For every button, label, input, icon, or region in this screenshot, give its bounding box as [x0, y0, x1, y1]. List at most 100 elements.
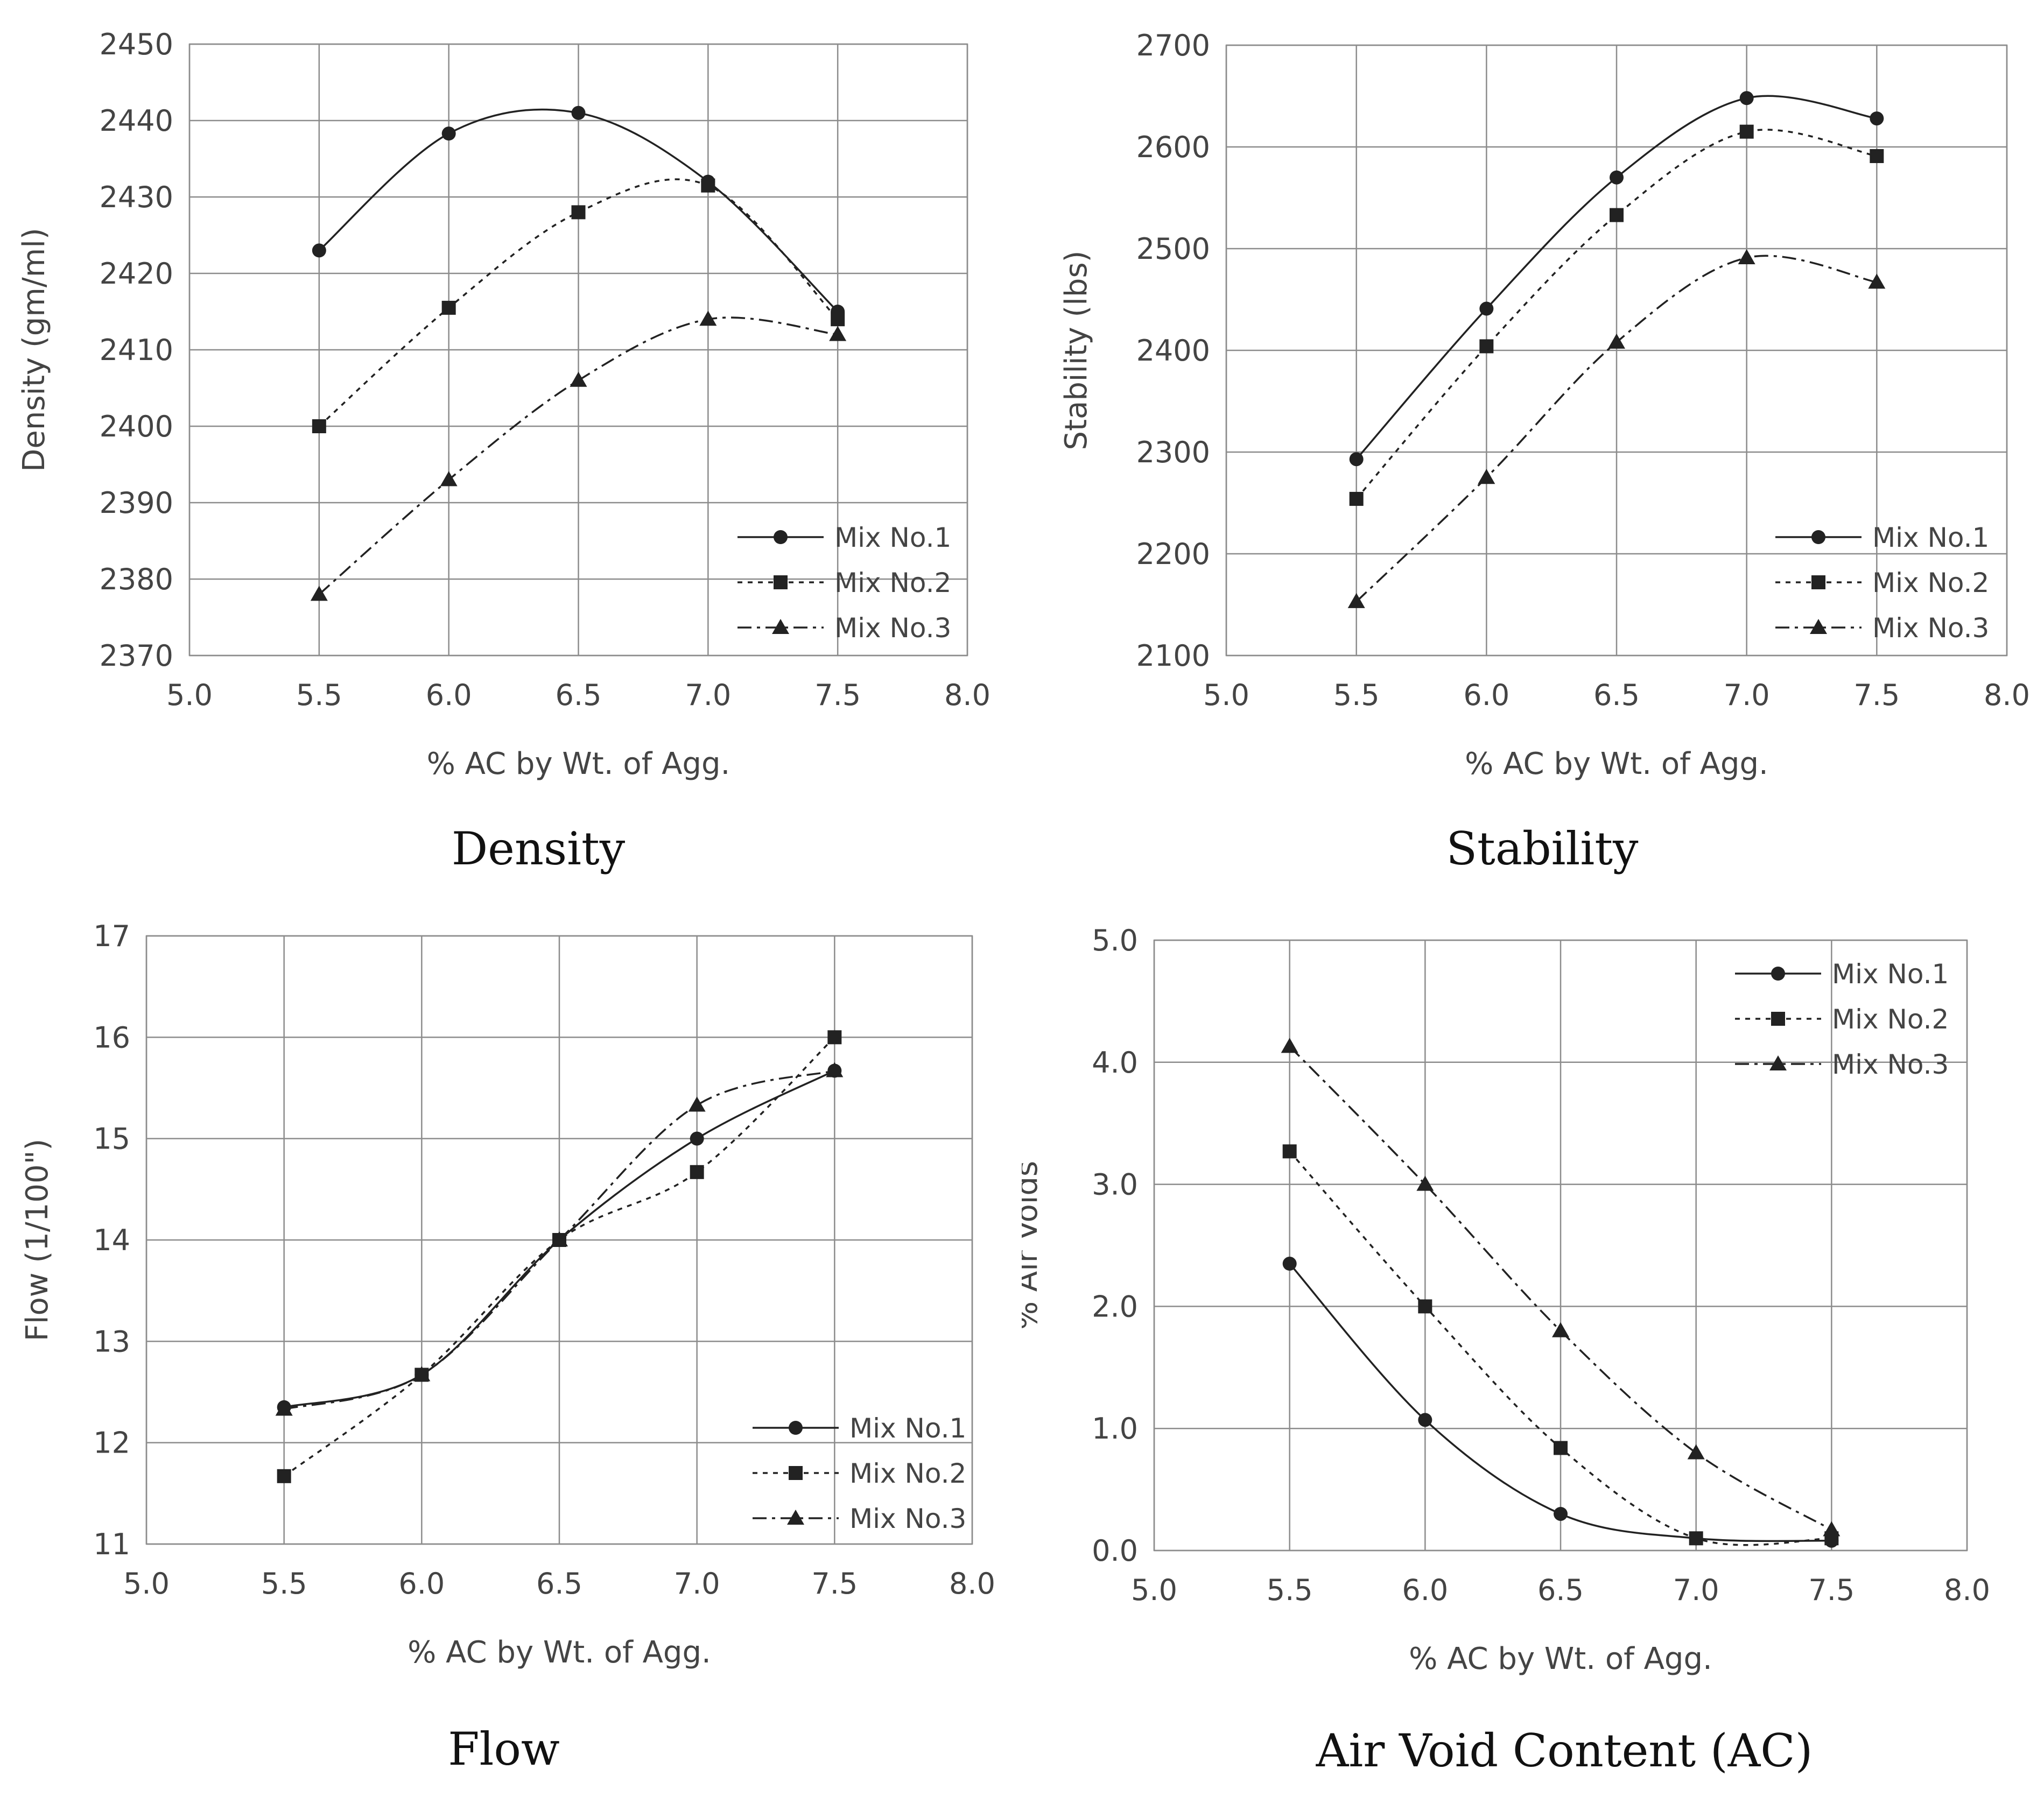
series-mix-no-2: [1349, 124, 1884, 506]
x-tick-label: 5.5: [296, 678, 342, 712]
data-point: [1554, 1506, 1568, 1521]
y-tick-label: 12: [93, 1426, 130, 1460]
y-axis-label: Flow (1/100"): [20, 1139, 55, 1341]
data-point: [1823, 1521, 1841, 1537]
legend-label: Mix No.2: [1832, 1004, 1949, 1035]
legend: Mix No.1 Mix No.2 Mix No.3: [1775, 522, 1989, 644]
legend-marker: [772, 619, 789, 634]
data-point: [1418, 1413, 1432, 1427]
legend-label: Mix No.1: [834, 522, 951, 553]
y-tick-label: 0.0: [1092, 1534, 1138, 1568]
data-point: [1610, 208, 1624, 222]
legend-marker: [774, 575, 788, 589]
series-line: [1289, 1263, 1832, 1542]
legend-label: Mix No.3: [1872, 612, 1989, 644]
data-point: [1608, 333, 1625, 349]
data-point: [571, 105, 586, 120]
y-tick-label: 11: [93, 1527, 130, 1561]
y-tick-label: 2420: [100, 257, 173, 291]
x-tick-label: 7.0: [1724, 678, 1770, 712]
flow-chart: 5.0 5.5 6.0 6.5 7.0 7.5 8.0 11 12 13 14 15 16 17 % AC …: [20, 919, 995, 1775]
x-tick-label: 6.5: [556, 678, 602, 712]
y-tick-label: 2450: [100, 27, 173, 61]
y-tick-label: 2100: [1136, 639, 1210, 673]
x-tick-label: 8.0: [1984, 678, 2030, 712]
y-tick-label: 2370: [100, 639, 173, 673]
data-point: [1870, 149, 1884, 164]
legend-label: Mix No.1: [849, 1413, 966, 1444]
legend-marker: [789, 1421, 803, 1435]
y-tick-label: 2700: [1136, 29, 1210, 62]
data-point: [1738, 249, 1755, 265]
y-tick-label: 17: [93, 919, 130, 953]
data-point: [441, 126, 456, 141]
data-point: [1416, 1175, 1434, 1191]
stability-chart: 5.0 5.5 6.0 6.5 7.0 7.5 8.0 2100 2200 2300 2400 250…: [1059, 29, 2030, 875]
y-tick-label: 1.0: [1092, 1412, 1138, 1446]
x-axis-label: % AC by Wt. of Agg.: [1465, 746, 1768, 781]
data-point: [1687, 1444, 1705, 1460]
gridlines: [1225, 44, 2008, 657]
x-tick-label: 5.0: [1131, 1573, 1177, 1607]
data-point: [827, 1030, 842, 1045]
legend-label: Mix No.3: [1832, 1049, 1949, 1080]
x-tick-label: 6.0: [1402, 1573, 1448, 1607]
x-tick-label: 5.5: [261, 1567, 307, 1601]
legend-label: Mix No.1: [1872, 522, 1989, 553]
x-tick-label: 8.0: [1944, 1573, 1990, 1607]
data-point: [1282, 1144, 1297, 1159]
data-point: [312, 419, 326, 433]
x-tick-label: 7.0: [674, 1567, 720, 1601]
data-point: [312, 243, 326, 258]
series-mix-no-3: [1281, 1038, 1841, 1537]
y-tick-label: 2380: [100, 562, 173, 596]
x-axis-label: % AC by Wt. of Agg.: [427, 746, 730, 781]
x-tick-label: 6.0: [426, 678, 472, 712]
chart-caption: Air Void Content (AC): [1316, 1724, 1813, 1777]
x-tick-label: 7.5: [814, 678, 861, 712]
data-point: [1689, 1531, 1703, 1546]
y-tick-label: 2.0: [1092, 1289, 1138, 1323]
series-line: [1355, 95, 1877, 460]
legend-label: Mix No.3: [849, 1503, 966, 1534]
x-tick-label: 7.0: [685, 678, 731, 712]
data-point: [277, 1469, 291, 1483]
series-line: [283, 1037, 835, 1477]
legend-marker: [1811, 575, 1825, 589]
x-axis-label: % AC by Wt. of Agg.: [1409, 1641, 1712, 1676]
y-tick-label: 2300: [1136, 435, 1210, 469]
plot-area: [188, 43, 968, 657]
data-point: [1478, 469, 1495, 484]
legend-label: Mix No.3: [834, 612, 951, 644]
y-tick-label: 5.0: [1092, 924, 1138, 957]
data-point: [1870, 111, 1884, 126]
chart-caption: Stability: [1446, 822, 1639, 875]
series-mix-no-1: [1349, 91, 1884, 467]
data-point: [1347, 593, 1365, 608]
legend-marker: [787, 1510, 804, 1525]
legend-label: Mix No.2: [849, 1458, 966, 1489]
data-point: [1418, 1299, 1432, 1314]
legend-marker: [1811, 530, 1825, 544]
y-tick-label: 2430: [100, 180, 173, 214]
data-point: [699, 311, 717, 326]
x-tick-label: 6.5: [536, 1567, 582, 1601]
data-point: [1349, 491, 1364, 506]
x-tick-label: 7.0: [1673, 1573, 1719, 1607]
data-point: [413, 1366, 431, 1382]
legend: Mix No.1 Mix No.2 Mix No.3: [737, 522, 951, 644]
plot-area: [145, 935, 973, 1545]
series-mix-no-2: [1282, 1144, 1839, 1546]
y-tick-label: 4.0: [1092, 1046, 1138, 1080]
data-point: [1739, 124, 1754, 139]
series-line: [1355, 255, 1877, 603]
data-point: [1739, 91, 1754, 105]
x-tick-label: 5.0: [1203, 678, 1249, 712]
x-tick-label: 7.5: [1808, 1573, 1855, 1607]
x-tick-label: 6.5: [1593, 678, 1640, 712]
x-tick-label: 5.5: [1333, 678, 1380, 712]
data-point: [1281, 1038, 1298, 1053]
data-point: [1349, 452, 1364, 467]
y-axis-label: % Air Voids: [1022, 1161, 1044, 1330]
